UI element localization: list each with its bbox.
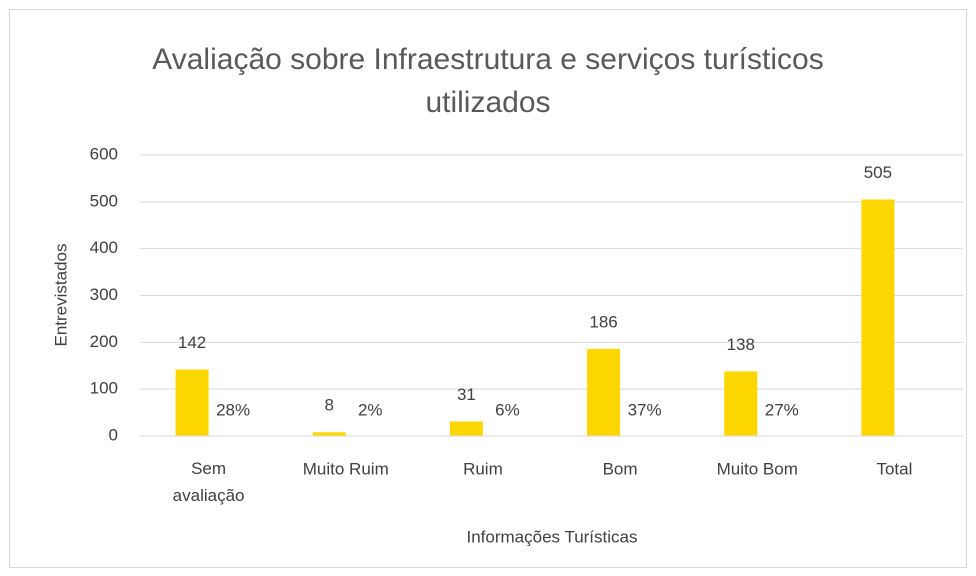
bar <box>175 369 209 436</box>
data-label: 8 <box>325 396 334 415</box>
bar <box>724 371 758 436</box>
bar <box>449 421 483 436</box>
y-tick-label: 100 <box>90 379 118 398</box>
x-tick-label: Muito Ruim <box>303 459 389 478</box>
y-axis-title: Entrevistados <box>51 244 70 347</box>
bar <box>587 348 621 436</box>
data-label: 2% <box>358 400 383 419</box>
data-label: 31 <box>457 385 476 404</box>
x-tick-label: Ruim <box>463 459 503 478</box>
x-tick-label: Total <box>876 459 912 478</box>
data-label: 142 <box>178 333 206 352</box>
y-tick-label: 400 <box>90 238 118 257</box>
y-tick-label: 300 <box>90 285 118 304</box>
x-tick-label: Sem avaliação <box>173 459 245 505</box>
x-axis-title: Informações Turísticas <box>466 527 637 546</box>
data-label: 505 <box>864 163 892 182</box>
chart-title: Avaliação sobre Infraestrutura e serviço… <box>152 43 824 119</box>
y-tick-label: 600 <box>90 144 118 163</box>
bar <box>861 199 895 436</box>
bar <box>312 432 346 436</box>
chart-frame <box>9 9 967 568</box>
data-label: 138 <box>727 335 755 354</box>
x-tick-label: Muito Bom <box>717 459 798 478</box>
y-tick-label: 200 <box>90 332 118 351</box>
data-label: 28% <box>216 400 250 419</box>
data-label: 186 <box>589 312 617 331</box>
data-label: 37% <box>628 400 662 419</box>
y-tick-label: 500 <box>90 191 118 210</box>
data-label: 6% <box>495 400 520 419</box>
y-tick-label: 0 <box>109 425 118 444</box>
x-tick-label: Bom <box>603 459 638 478</box>
data-label: 27% <box>765 400 799 419</box>
